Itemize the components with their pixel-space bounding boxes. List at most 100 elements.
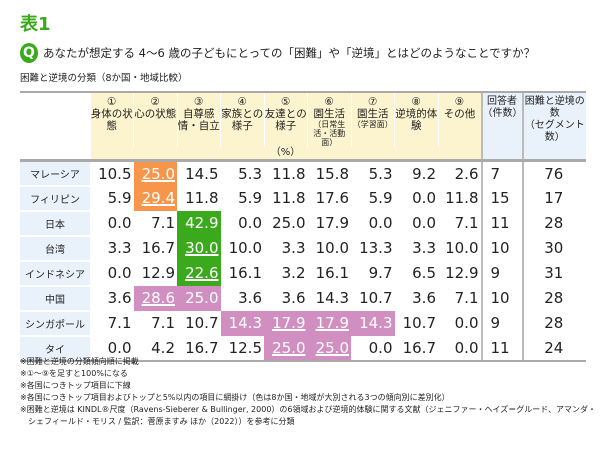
cell-value: 11.8 [445, 189, 479, 207]
column-number: ⑧ [411, 96, 421, 108]
cell-value: 16.7 [402, 338, 436, 357]
column-header: ⑤ 友達との様子 [263, 91, 308, 147]
cell-value: 17.9 [315, 214, 349, 232]
count-cell: 10 [480, 285, 523, 311]
cell-value: 0.0 [454, 338, 479, 357]
cell-value: 16.1 [315, 264, 349, 282]
data-cell: 3.6 [221, 286, 265, 311]
corner-cell [20, 91, 90, 147]
data-cell: 2.6 [438, 159, 482, 186]
row-label: インドネシア [20, 260, 90, 287]
cell-value: 10.5 [98, 164, 132, 183]
data-cell: 6.5 [395, 261, 439, 286]
column-label: 逆境的体験 [395, 108, 438, 132]
cell-value: 25.0 [315, 338, 349, 357]
cell-value: 3.6 [107, 289, 132, 307]
column-header: ⑦ 園生活 （学習面） [350, 91, 395, 147]
cell-value: 15.8 [315, 164, 349, 183]
data-cell: 16.7 [394, 335, 438, 362]
row-label: マレーシア [20, 159, 90, 187]
cell-value: 3.3 [412, 239, 436, 257]
count-cell: 15 [480, 185, 523, 211]
cell-value: 29.4 [141, 189, 175, 207]
data-cell: 22.6 [177, 260, 221, 286]
count-header-sublabel: （件数） [482, 108, 523, 119]
data-cell: 42.9 [177, 210, 221, 236]
count-cell: 9 [480, 310, 523, 336]
row-label: 中国 [20, 285, 90, 312]
data-cell: 13.3 [351, 236, 395, 261]
data-cell: 16.1 [308, 261, 352, 286]
cell-value: 10.0 [445, 239, 479, 257]
data-cell: 5.9 [221, 186, 265, 211]
cell-value: 0.0 [107, 338, 132, 357]
data-cell: 25.0 [264, 211, 308, 236]
note-line: ※各国につきトップ項目に下線 [20, 381, 131, 390]
cell-value: 0.0 [412, 189, 436, 207]
cell-value: 0.0 [238, 214, 262, 232]
data-cell: 3.6 [90, 286, 134, 311]
data-cell: 0.0 [351, 335, 395, 362]
data-cell: 0.0 [395, 186, 439, 211]
data-cell: 16.1 [221, 261, 265, 286]
data-cell: 11.8 [264, 159, 308, 186]
data-cell: 3.3 [395, 236, 439, 261]
cell-value: 7.1 [151, 314, 175, 332]
cell-value: 13.3 [359, 239, 393, 257]
segments-cell: 17 [521, 185, 586, 211]
column-label: 自尊感情・自立 [177, 108, 220, 132]
cell-value: 3.3 [281, 239, 306, 257]
data-cell: 5.9 [351, 186, 395, 211]
cell-value: 5.3 [238, 164, 262, 183]
data-cell: 11.8 [438, 186, 482, 211]
column-header: ③ 自尊感情・自立 [176, 91, 221, 147]
note-line: ※各国につきトップ項目およびトップと5%以内の項目に網掛け（色は8か国・地域が大… [20, 393, 450, 402]
segments-cell: 76 [521, 159, 586, 186]
data-cell: 29.4 [133, 185, 177, 211]
column-number: ③ [194, 96, 204, 108]
table-subtitle: 困難と逆境の分類（8か国・地域比較） [20, 73, 188, 84]
table-row: 中国 3.6 28.6 25.0 3.6 3.6 14.3 10.7 3.6 7.1 10 28 [20, 285, 586, 312]
segments-cell: 28 [521, 210, 586, 236]
column-sublabel: （学習面） [352, 120, 393, 129]
cell-value: 7.1 [454, 214, 479, 232]
segments-cell: 28 [521, 310, 586, 336]
table-row: 日本 0.0 7.1 42.9 0.0 25.0 17.9 0.0 0.0 7.1 11 28 [20, 210, 586, 237]
data-cell: 0.0 [351, 211, 395, 236]
table-title: 表1 [20, 14, 51, 35]
data-cell: 9.2 [394, 159, 438, 186]
cell-value: 7.1 [454, 289, 479, 307]
data-cell: 14.3 [308, 286, 352, 311]
cell-value: 9.7 [368, 264, 393, 282]
data-cell: 10.7 [351, 286, 395, 311]
segments-cell: 24 [521, 335, 586, 362]
cell-value: 12.9 [141, 264, 175, 282]
data-cell: 16.7 [134, 236, 178, 261]
cell-value: 3.6 [238, 289, 262, 307]
cell-value: 4.2 [151, 338, 175, 357]
table-row: フィリピン 5.9 29.4 11.8 5.9 11.8 17.6 5.9 0.0 11.8 15 1… [20, 185, 586, 212]
cell-value: 9.2 [412, 164, 436, 183]
segments-cell: 28 [521, 285, 586, 311]
segment-header-label: 困難と逆境の数 [524, 96, 585, 119]
data-cell: 30.0 [177, 235, 221, 261]
cell-value: 3.2 [281, 264, 306, 282]
cell-value: 0.0 [368, 214, 393, 232]
cell-value: 16.1 [228, 264, 262, 282]
data-cell: 28.6 [133, 285, 177, 311]
cell-value: 3.6 [281, 289, 306, 307]
cell-value: 12.5 [228, 338, 262, 357]
cell-value: 10.7 [185, 314, 219, 332]
cell-value: 22.6 [185, 264, 219, 282]
cell-value: 25.0 [185, 289, 219, 307]
count-cell: 11 [480, 210, 523, 236]
data-cell: 11.8 [177, 186, 221, 211]
column-header: ④ 家族との様子 [220, 91, 264, 147]
column-label: 心の状態 [134, 108, 177, 120]
data-cell: 5.3 [351, 159, 395, 186]
data-cell: 25.0 [177, 285, 221, 311]
data-cell: 14.5 [177, 159, 221, 186]
count-header: 回答者 （件数） [480, 91, 523, 161]
row-label: 日本 [20, 210, 90, 237]
cell-value: 5.9 [238, 189, 262, 207]
